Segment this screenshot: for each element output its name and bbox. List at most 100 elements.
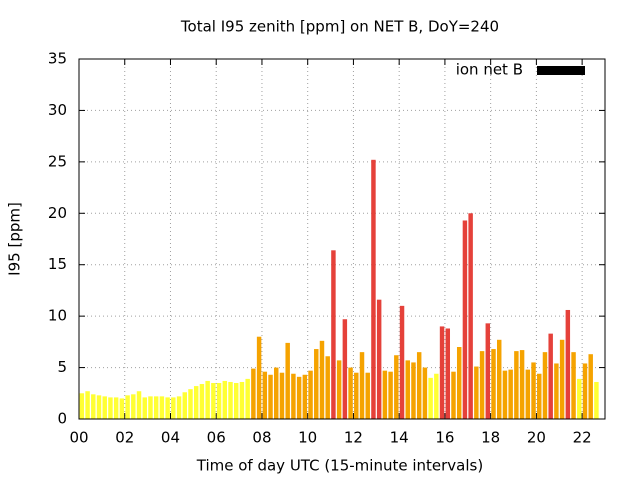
y-tick-label: 10 bbox=[48, 307, 67, 325]
bar bbox=[325, 356, 330, 419]
bar bbox=[199, 384, 205, 419]
bar bbox=[365, 372, 370, 419]
bar bbox=[216, 383, 222, 419]
x-tick-label: 02 bbox=[115, 429, 134, 447]
bar bbox=[468, 213, 473, 419]
bar bbox=[113, 397, 119, 419]
bar bbox=[354, 372, 359, 419]
y-tick-label: 5 bbox=[57, 358, 67, 376]
bar bbox=[285, 342, 290, 419]
bar bbox=[171, 397, 176, 419]
bar bbox=[508, 369, 513, 419]
bar bbox=[148, 396, 153, 419]
bar bbox=[462, 220, 468, 419]
bar bbox=[594, 381, 599, 419]
bar bbox=[79, 393, 85, 419]
bar bbox=[85, 391, 90, 419]
bar bbox=[291, 373, 296, 419]
bar bbox=[159, 396, 165, 419]
bar bbox=[479, 351, 485, 419]
x-tick-label: 18 bbox=[481, 429, 500, 447]
bar bbox=[382, 370, 388, 419]
bar bbox=[211, 383, 216, 419]
x-tick-label: 22 bbox=[573, 429, 592, 447]
bar bbox=[502, 370, 508, 419]
bar bbox=[233, 383, 239, 419]
bar bbox=[245, 378, 250, 419]
y-tick-label: 25 bbox=[48, 152, 67, 170]
bar bbox=[228, 381, 233, 419]
legend-label: ion net B bbox=[456, 61, 523, 79]
x-tick-label: 06 bbox=[207, 429, 226, 447]
bar bbox=[371, 159, 376, 420]
bar bbox=[348, 367, 353, 419]
bar bbox=[456, 347, 462, 419]
bar bbox=[314, 349, 319, 419]
bar bbox=[342, 319, 348, 419]
bar bbox=[205, 380, 210, 419]
bar bbox=[588, 354, 593, 419]
bar bbox=[274, 367, 279, 419]
y-tick-label: 35 bbox=[48, 50, 67, 68]
bar bbox=[559, 339, 565, 419]
bar bbox=[376, 299, 382, 419]
bar bbox=[582, 363, 588, 419]
bar bbox=[256, 336, 262, 419]
bar bbox=[239, 381, 245, 419]
bar bbox=[102, 396, 107, 419]
y-tick-label: 30 bbox=[48, 101, 67, 119]
bar bbox=[548, 333, 553, 419]
bar bbox=[308, 370, 313, 419]
bar bbox=[405, 360, 410, 419]
bar bbox=[439, 326, 445, 419]
bar bbox=[519, 350, 525, 419]
x-tick-label: 08 bbox=[252, 429, 271, 447]
legend-swatch bbox=[537, 66, 585, 75]
bar bbox=[514, 351, 519, 419]
x-tick-label: 16 bbox=[435, 429, 454, 447]
x-tick-label: 14 bbox=[390, 429, 409, 447]
bar bbox=[331, 250, 336, 419]
y-tick-label: 0 bbox=[57, 410, 67, 428]
bar bbox=[296, 376, 302, 419]
x-tick-label: 20 bbox=[527, 429, 546, 447]
bar bbox=[422, 367, 428, 419]
bar bbox=[91, 394, 96, 419]
bar bbox=[268, 374, 273, 419]
x-axis-label: Time of day UTC (15-minute intervals) bbox=[196, 457, 483, 475]
bar bbox=[319, 340, 325, 419]
bar bbox=[193, 386, 199, 419]
x-tick-label: 10 bbox=[298, 429, 317, 447]
bar bbox=[571, 352, 576, 419]
bar bbox=[428, 377, 433, 419]
y-tick-label: 15 bbox=[48, 255, 67, 273]
bar bbox=[416, 352, 422, 419]
bar bbox=[262, 371, 268, 419]
bar bbox=[565, 309, 571, 419]
bar bbox=[302, 374, 308, 419]
chart-title: Total I95 zenith [ppm] on NET B, DoY=240 bbox=[180, 18, 499, 36]
bar bbox=[165, 397, 170, 419]
bar bbox=[577, 378, 582, 419]
bar bbox=[394, 355, 399, 419]
bar bbox=[434, 373, 439, 419]
bar bbox=[496, 339, 502, 419]
plot-border bbox=[78, 58, 606, 420]
bar bbox=[537, 373, 542, 419]
bar bbox=[399, 305, 405, 419]
bar bbox=[125, 395, 130, 419]
bar bbox=[359, 352, 365, 419]
bar bbox=[336, 360, 342, 419]
bar bbox=[445, 328, 451, 419]
x-tick-label: 04 bbox=[161, 429, 180, 447]
bar bbox=[96, 395, 102, 419]
bar bbox=[474, 366, 479, 419]
bar bbox=[411, 362, 416, 419]
bar bbox=[176, 396, 182, 419]
bar bbox=[182, 392, 188, 419]
bar bbox=[451, 371, 456, 419]
bar bbox=[119, 398, 125, 419]
bar bbox=[554, 363, 559, 419]
bar bbox=[542, 352, 548, 419]
